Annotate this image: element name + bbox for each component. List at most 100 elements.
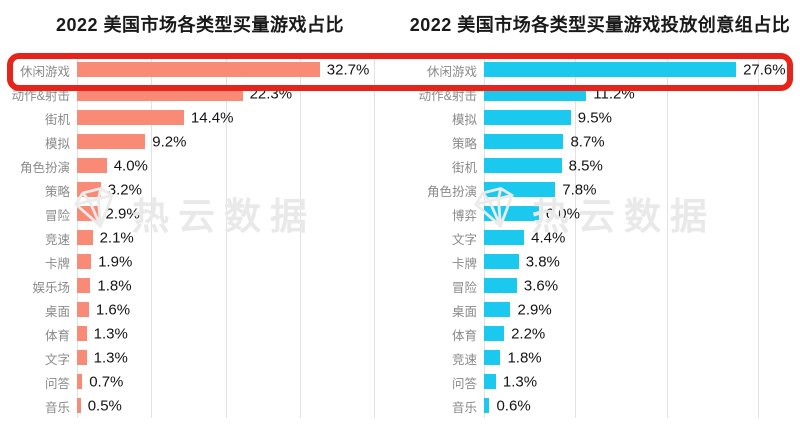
bar-row: 休闲游戏 32.7% (0, 58, 400, 82)
value-label: 14.4% (190, 109, 234, 127)
bar (77, 302, 89, 317)
bar-row: 桌面 1.6% (0, 298, 400, 322)
value-label: 1.9% (98, 253, 133, 271)
bar-row: 娱乐场 1.8% (0, 274, 400, 298)
bar-row: 策略 8.7% (400, 130, 800, 154)
bar (484, 62, 737, 77)
bar-row: 竞速 1.8% (400, 346, 800, 370)
value-label: 9.5% (577, 109, 612, 127)
category-label: 竞速 (44, 232, 70, 247)
bar-row: 竞速 2.1% (0, 226, 400, 250)
bar-row: 冒险 2.9% (0, 202, 400, 226)
bar-rows: 休闲游戏 27.6% 动作&射击 11.2% 模拟 9.5% 策略 8.7% 街机 8.5% 角色扮… (400, 58, 800, 418)
bar-track: 0.6% (484, 394, 800, 418)
category-label: 竞速 (451, 352, 477, 367)
bar-row: 音乐 0.5% (0, 394, 400, 418)
bar-row: 街机 8.5% (400, 154, 800, 178)
bar-track: 4.4% (484, 226, 800, 250)
charts-container: 2022 美国市场各类型买量游戏占比 休闲游戏 32.7% 动作&射击 22.3% 街机… (0, 15, 800, 418)
bar (77, 62, 320, 77)
bar-row: 体育 1.3% (0, 322, 400, 346)
bar-track: 1.3% (77, 322, 400, 346)
chart-title: 2022 美国市场各类型买量游戏占比 (55, 15, 345, 35)
value-label: 32.7% (326, 61, 370, 79)
bar-track: 0.7% (77, 370, 400, 394)
category-label: 动作&射击 (11, 88, 70, 103)
bar (77, 278, 91, 293)
value-label: 11.2% (593, 85, 635, 103)
category-label: 冒险 (44, 208, 70, 223)
value-label: 4.4% (531, 229, 566, 247)
value-label: 3.8% (525, 253, 560, 271)
bar-track: 1.6% (77, 298, 400, 322)
bar (77, 134, 146, 149)
value-label: 2.2% (511, 325, 546, 343)
value-label: 2.9% (517, 301, 552, 319)
gridline (666, 58, 668, 418)
bar-track: 14.4% (77, 106, 400, 130)
bar-track: 22.3% (77, 82, 400, 106)
value-label: 6.0% (545, 205, 580, 223)
bar (77, 110, 184, 125)
bar (484, 398, 490, 413)
bar-track: 4.0% (77, 154, 400, 178)
category-label: 问答 (44, 376, 70, 391)
bar (484, 374, 496, 389)
bar-row: 休闲游戏 27.6% (400, 58, 800, 82)
value-label: 8.7% (570, 133, 605, 151)
bar-track: 27.6% (484, 58, 800, 82)
bar-track: 9.5% (484, 106, 800, 130)
category-label: 桌面 (451, 304, 477, 319)
bar (484, 182, 556, 197)
bar-track: 32.7% (77, 58, 400, 82)
bar-row: 动作&射击 22.3% (0, 82, 400, 106)
bar-row: 策略 3.2% (0, 178, 400, 202)
value-label: 4.0% (113, 157, 148, 175)
bar-row: 模拟 9.5% (400, 106, 800, 130)
category-label: 文字 (451, 232, 477, 247)
bar (484, 110, 571, 125)
category-label: 音乐 (451, 400, 477, 415)
bar (77, 158, 107, 173)
category-label: 文字 (44, 352, 70, 367)
bar (77, 254, 92, 269)
bar-track: 2.1% (77, 226, 400, 250)
category-label: 角色扮演 (426, 184, 477, 199)
bar-track: 1.9% (77, 250, 400, 274)
gridline (225, 58, 227, 418)
bar (484, 254, 519, 269)
bar-track: 2.9% (484, 298, 800, 322)
bar (484, 326, 505, 341)
value-label: 1.3% (502, 373, 538, 391)
category-label: 博弈 (451, 208, 477, 223)
bar-row: 动作&射击 11.2% (400, 82, 800, 106)
bar (77, 326, 87, 341)
category-label: 休闲游戏 (426, 64, 477, 79)
category-label: 模拟 (451, 112, 477, 127)
bar (484, 206, 539, 221)
category-label: 体育 (44, 328, 70, 343)
value-label: 22.3% (249, 85, 293, 103)
value-label: 27.6% (743, 61, 786, 79)
bar-track: 9.2% (77, 130, 400, 154)
value-label: 8.5% (568, 157, 603, 175)
bar (77, 206, 99, 221)
gridline (575, 58, 577, 418)
category-label: 体育 (451, 328, 477, 343)
bar-track: 8.5% (484, 154, 800, 178)
bar-track: 1.8% (77, 274, 400, 298)
bar (484, 158, 562, 173)
bar (77, 398, 81, 413)
category-label: 娱乐场 (32, 280, 70, 295)
bar-track: 1.3% (77, 346, 400, 370)
category-label: 休闲游戏 (19, 64, 70, 79)
value-label: 1.8% (97, 277, 132, 295)
category-label: 角色扮演 (19, 160, 70, 175)
bar-track: 3.8% (484, 250, 800, 274)
bar-row: 街机 14.4% (0, 106, 400, 130)
bar-track: 3.6% (484, 274, 800, 298)
bar-row: 文字 4.4% (400, 226, 800, 250)
category-label: 街机 (451, 160, 477, 175)
category-label: 动作&射击 (418, 88, 477, 103)
